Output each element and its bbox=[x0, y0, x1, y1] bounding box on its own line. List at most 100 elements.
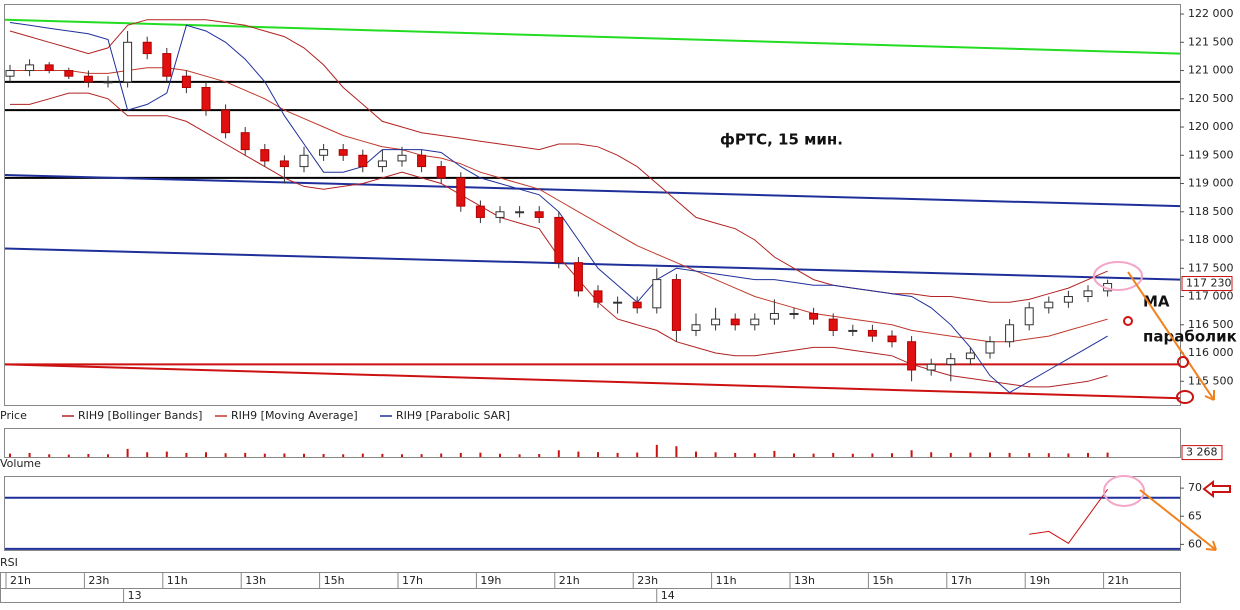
volume-bar bbox=[361, 453, 364, 457]
candle-body bbox=[515, 211, 525, 214]
candle-body bbox=[965, 352, 975, 360]
date-label: 14 bbox=[661, 589, 675, 602]
y-tick-label: 119 000 bbox=[1188, 177, 1234, 190]
candle-body bbox=[1005, 324, 1015, 343]
volume-bar bbox=[28, 452, 31, 457]
candle-body bbox=[711, 318, 721, 326]
bollinger-upper bbox=[9, 19, 1108, 303]
candle-body bbox=[946, 358, 956, 365]
candle-body bbox=[730, 318, 740, 326]
candle-body bbox=[279, 160, 289, 168]
volume-bar bbox=[557, 450, 560, 457]
volume-bar bbox=[459, 452, 462, 457]
chart-title: фРТС, 15 мин. bbox=[720, 131, 843, 149]
y-tick-label: 120 500 bbox=[1188, 92, 1234, 105]
candle-body bbox=[64, 70, 74, 77]
volume-bar bbox=[930, 452, 933, 457]
arrow bbox=[1139, 489, 1217, 551]
y-tick-label: 119 500 bbox=[1188, 148, 1234, 161]
panel-label: RSI bbox=[0, 556, 18, 569]
x-tick-label: 17h bbox=[402, 574, 423, 587]
indicator-line bbox=[10, 67, 1108, 343]
volume-bar bbox=[989, 452, 991, 457]
volume-bar bbox=[283, 453, 286, 457]
volume-bar bbox=[655, 444, 658, 457]
volume-bar bbox=[1047, 453, 1050, 457]
candle-body bbox=[436, 166, 446, 179]
y-tick-label: 121 000 bbox=[1188, 64, 1234, 77]
y-tick-label: 118 000 bbox=[1188, 233, 1234, 246]
y-tick-label: 115 500 bbox=[1188, 374, 1234, 387]
candle-body bbox=[338, 149, 348, 156]
volume-bar bbox=[616, 452, 619, 457]
volume-bar bbox=[303, 453, 305, 457]
volume-bar bbox=[753, 453, 756, 457]
candle-body bbox=[554, 216, 564, 264]
volume-bar bbox=[165, 451, 168, 457]
volume-bar bbox=[714, 452, 717, 457]
candle-body bbox=[142, 41, 152, 55]
volume-bar bbox=[577, 451, 580, 457]
volume-panel bbox=[4, 428, 1181, 458]
volume-bar bbox=[891, 453, 893, 457]
volume-bar bbox=[597, 452, 599, 457]
volume-bar bbox=[401, 454, 403, 457]
volume-bar bbox=[67, 454, 70, 457]
candle-body bbox=[848, 329, 858, 332]
candle-body bbox=[123, 41, 133, 83]
candle-body bbox=[1083, 290, 1093, 298]
x-tick-label: 19h bbox=[1029, 574, 1050, 587]
candle-body bbox=[358, 154, 368, 168]
x-tick-label: 11h bbox=[716, 574, 737, 587]
arrow-head bbox=[1204, 390, 1215, 401]
volume-bar bbox=[107, 454, 109, 457]
arrow bbox=[1127, 271, 1215, 401]
y-tick-label: 65 bbox=[1188, 509, 1202, 522]
y-tick-label: 117 000 bbox=[1188, 290, 1234, 303]
x-tick-label: 23h bbox=[88, 574, 109, 587]
candle-body bbox=[632, 301, 642, 309]
last-volume-label: 3 268 bbox=[1186, 446, 1218, 459]
annotation: параболик bbox=[1143, 328, 1237, 346]
candle-body bbox=[1024, 307, 1034, 326]
candle-body bbox=[534, 211, 544, 218]
y-tick-label: 121 500 bbox=[1188, 35, 1234, 48]
legend-label: Price bbox=[0, 409, 27, 422]
x-tick-label: 11h bbox=[167, 574, 188, 587]
y-tick-label: 60 bbox=[1188, 537, 1202, 550]
x-tick-label: 21h bbox=[10, 574, 31, 587]
volume-bar bbox=[1008, 452, 1011, 457]
candle-body bbox=[926, 363, 936, 371]
candle-body bbox=[691, 324, 701, 331]
y-tick-label: 70 bbox=[1188, 481, 1202, 494]
y-tick-label: 116 000 bbox=[1188, 346, 1234, 359]
panel-label: Volume bbox=[0, 457, 41, 470]
x-tick-label: 13h bbox=[245, 574, 266, 587]
trend-line bbox=[4, 174, 1181, 208]
volume-bar bbox=[185, 452, 188, 457]
volume-bar bbox=[499, 453, 501, 457]
x-tick-label: 13h bbox=[794, 574, 815, 587]
volume-bar bbox=[381, 453, 384, 457]
candle-body bbox=[887, 335, 897, 343]
volume-bar bbox=[910, 450, 913, 457]
time-axis-box bbox=[0, 572, 1181, 603]
candle-body bbox=[162, 53, 172, 77]
rsi-line bbox=[1029, 489, 1109, 544]
price-panel bbox=[4, 4, 1181, 406]
volume-bar bbox=[440, 453, 443, 457]
volume-bar bbox=[479, 452, 482, 457]
candle-body bbox=[221, 109, 231, 134]
volume-bar bbox=[812, 453, 815, 457]
y-tick-label: 118 500 bbox=[1188, 205, 1234, 218]
legend-label: RIH9 [Moving Average] bbox=[231, 409, 358, 422]
candle-body bbox=[456, 177, 466, 207]
candle-body bbox=[750, 318, 760, 326]
volume-bar bbox=[832, 452, 835, 457]
volume-bar bbox=[1087, 452, 1089, 457]
arrow-head bbox=[1205, 540, 1217, 551]
volume-bar bbox=[244, 452, 247, 457]
candle-body bbox=[907, 341, 917, 371]
volume-bar bbox=[871, 453, 874, 457]
